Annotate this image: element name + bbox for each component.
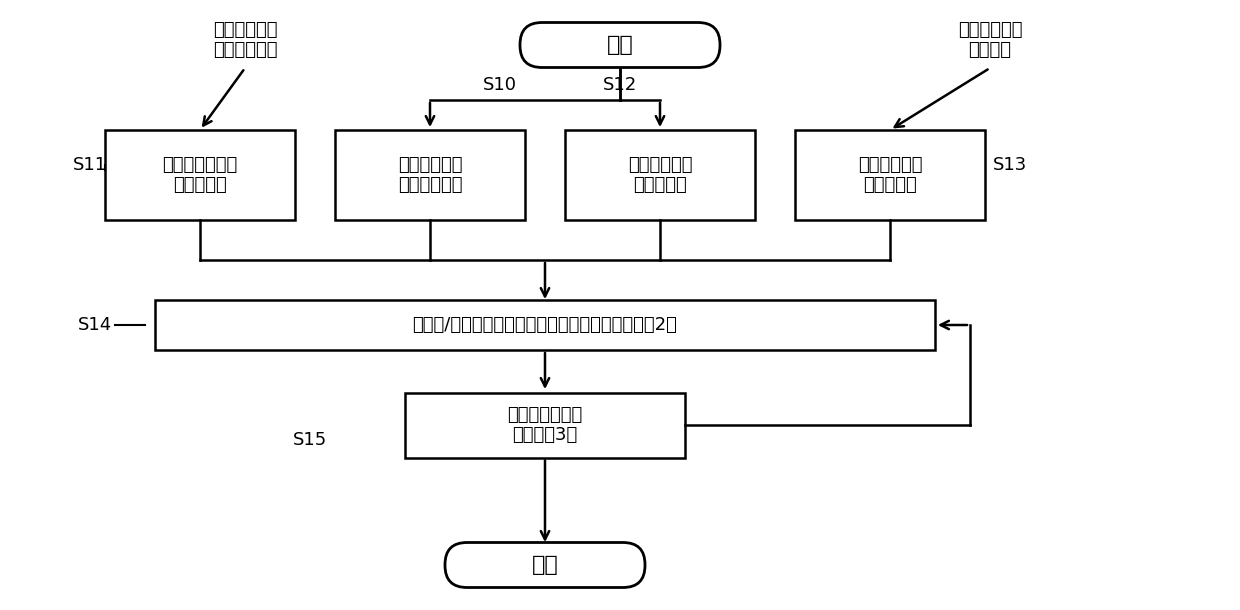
FancyBboxPatch shape xyxy=(565,130,755,220)
Text: 机械臂末端六
维力矩传感器: 机械臂末端六 维力矩传感器 xyxy=(213,21,278,59)
FancyBboxPatch shape xyxy=(335,130,525,220)
Text: S12: S12 xyxy=(603,76,637,94)
Text: S13: S13 xyxy=(993,156,1027,174)
FancyBboxPatch shape xyxy=(405,392,684,458)
Text: 测量机械臂关
节绝对角度: 测量机械臂关 节绝对角度 xyxy=(858,156,923,195)
Text: S11: S11 xyxy=(73,156,107,174)
Text: 机械臂关节角
度传感器: 机械臂关节角 度传感器 xyxy=(957,21,1022,59)
FancyBboxPatch shape xyxy=(445,542,645,587)
Text: S10: S10 xyxy=(484,76,517,94)
FancyBboxPatch shape xyxy=(155,300,935,350)
Text: 测量机械臂末端
实际接触力: 测量机械臂末端 实际接触力 xyxy=(162,156,238,195)
FancyBboxPatch shape xyxy=(520,23,720,68)
FancyBboxPatch shape xyxy=(795,130,985,220)
Text: S15: S15 xyxy=(293,431,327,449)
FancyBboxPatch shape xyxy=(105,130,295,220)
Text: 计算机械臂末
端期望接触力: 计算机械臂末 端期望接触力 xyxy=(398,156,463,195)
Text: 开始: 开始 xyxy=(606,35,634,55)
Text: 计算机械臂末
端期望位姿: 计算机械臂末 端期望位姿 xyxy=(627,156,692,195)
Text: 基于力/位协调的多机械臂同步阻抗控制器（参照图2）: 基于力/位协调的多机械臂同步阻抗控制器（参照图2） xyxy=(413,316,677,334)
Text: S14: S14 xyxy=(78,316,112,334)
Text: 结束: 结束 xyxy=(532,555,558,575)
Text: 机械臂闭环控制
（参照图3）: 机械臂闭环控制 （参照图3） xyxy=(507,406,583,445)
